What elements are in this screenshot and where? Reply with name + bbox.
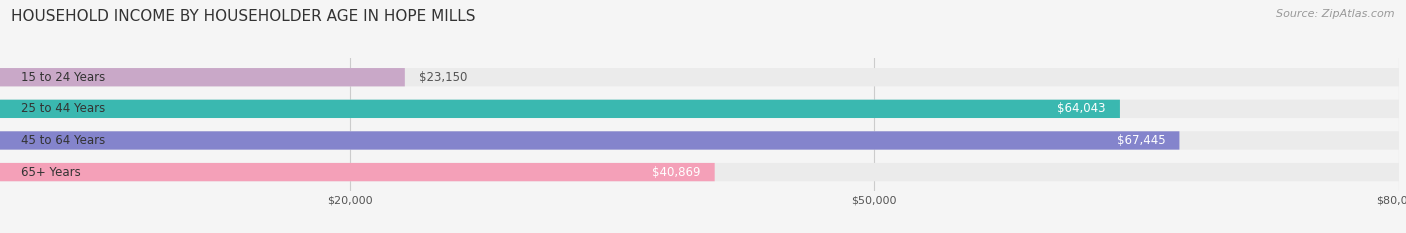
Text: Source: ZipAtlas.com: Source: ZipAtlas.com — [1277, 9, 1395, 19]
FancyBboxPatch shape — [0, 163, 714, 181]
FancyBboxPatch shape — [0, 131, 1180, 150]
Text: $40,869: $40,869 — [652, 166, 700, 178]
Text: $67,445: $67,445 — [1116, 134, 1166, 147]
FancyBboxPatch shape — [0, 68, 1399, 86]
Text: 25 to 44 Years: 25 to 44 Years — [21, 102, 105, 115]
Text: $23,150: $23,150 — [419, 71, 467, 84]
FancyBboxPatch shape — [0, 131, 1399, 150]
FancyBboxPatch shape — [0, 68, 405, 86]
Text: 45 to 64 Years: 45 to 64 Years — [21, 134, 105, 147]
FancyBboxPatch shape — [0, 100, 1121, 118]
FancyBboxPatch shape — [0, 100, 1399, 118]
Text: 15 to 24 Years: 15 to 24 Years — [21, 71, 105, 84]
Text: $64,043: $64,043 — [1057, 102, 1107, 115]
Text: 65+ Years: 65+ Years — [21, 166, 80, 178]
Text: HOUSEHOLD INCOME BY HOUSEHOLDER AGE IN HOPE MILLS: HOUSEHOLD INCOME BY HOUSEHOLDER AGE IN H… — [11, 9, 475, 24]
FancyBboxPatch shape — [0, 163, 1399, 181]
